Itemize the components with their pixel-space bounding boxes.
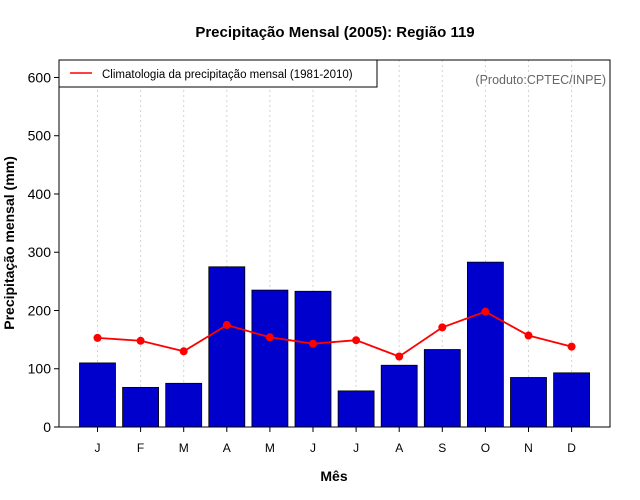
legend-entry-climatology: Climatologia da precipitação mensal (198… xyxy=(102,69,353,81)
bar-9 xyxy=(423,349,461,428)
climatology-point-10 xyxy=(481,307,490,316)
bar-4 xyxy=(208,266,246,428)
chart-title: Precipitação Mensal (2005): Região 119 xyxy=(195,24,474,41)
y-axis-label: Precipitação mensal (mm) xyxy=(1,156,17,330)
y-tick-label: 200 xyxy=(28,302,52,318)
x-tick-label: A xyxy=(223,441,231,455)
climatology-point-3 xyxy=(179,347,188,356)
bar-11 xyxy=(510,377,547,428)
y-axis: 0 100 200 300 400 500 600 xyxy=(28,69,59,435)
y-tick-label: 100 xyxy=(28,361,52,377)
bar-3 xyxy=(165,382,203,428)
x-tick-label: S xyxy=(438,441,446,455)
bar-10 xyxy=(466,261,504,428)
climatology-point-12 xyxy=(567,342,576,351)
bar-7 xyxy=(337,390,375,428)
climatology-line xyxy=(97,310,572,358)
x-axis-label: Mês xyxy=(320,468,347,484)
bar-2 xyxy=(122,386,159,428)
x-tick-label: J xyxy=(353,441,359,455)
climatology-series xyxy=(93,307,576,361)
legend: Climatologia da precipitação mensal (198… xyxy=(58,59,378,88)
bar-8 xyxy=(380,364,418,428)
climatology-point-7 xyxy=(352,336,361,345)
bar-5 xyxy=(251,289,289,428)
x-tick-label: D xyxy=(567,441,576,455)
climatology-point-4 xyxy=(222,321,231,330)
climatology-point-1 xyxy=(93,333,102,342)
credit-text: (Produto:CPTEC/INPE) xyxy=(475,73,606,87)
y-tick-label: 300 xyxy=(28,244,52,260)
y-tick-label: 400 xyxy=(28,186,52,202)
climatology-point-9 xyxy=(438,323,447,332)
bar-6 xyxy=(294,290,332,428)
legend-box xyxy=(58,59,378,88)
plot-frame xyxy=(58,59,611,428)
bar-series xyxy=(79,261,590,428)
x-tick-label: F xyxy=(137,441,144,455)
y-tick-label: 0 xyxy=(43,419,51,435)
x-tick-label: O xyxy=(481,441,490,455)
x-tick-label: J xyxy=(95,441,101,455)
x-tick-label: J xyxy=(310,441,316,455)
x-tick-label: N xyxy=(524,441,533,455)
climatology-point-6 xyxy=(309,339,317,348)
bar-1 xyxy=(79,362,116,428)
x-tick-label: M xyxy=(265,441,275,455)
x-tick-label: A xyxy=(395,441,403,455)
x-tick-label: M xyxy=(179,441,189,455)
climatology-point-8 xyxy=(395,352,404,361)
climatology-point-11 xyxy=(524,331,533,340)
y-tick-label: 600 xyxy=(28,69,52,85)
bar-12 xyxy=(553,372,590,428)
climatology-point-2 xyxy=(136,336,145,345)
climatology-point-5 xyxy=(265,333,274,342)
y-tick-label: 500 xyxy=(28,128,52,144)
